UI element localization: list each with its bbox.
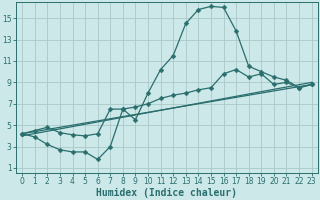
X-axis label: Humidex (Indice chaleur): Humidex (Indice chaleur) <box>96 188 237 198</box>
